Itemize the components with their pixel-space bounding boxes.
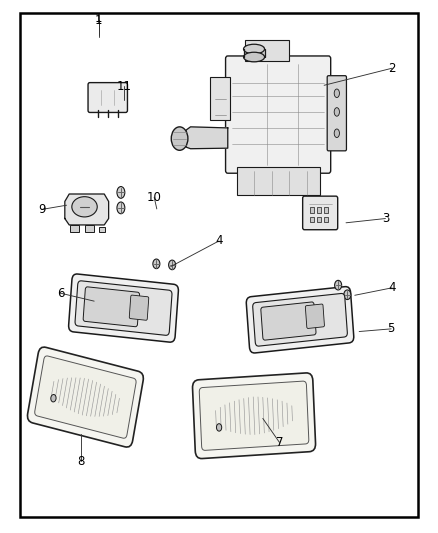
Bar	[99, 227, 105, 232]
Ellipse shape	[153, 259, 160, 269]
Bar	[210, 77, 230, 120]
Text: 7: 7	[276, 436, 283, 449]
Text: 6: 6	[57, 287, 64, 300]
Text: 2: 2	[388, 62, 396, 75]
Ellipse shape	[335, 280, 342, 290]
Text: 4: 4	[215, 235, 223, 247]
Bar	[324, 217, 328, 222]
Bar	[317, 207, 321, 213]
Ellipse shape	[171, 127, 188, 150]
FancyBboxPatch shape	[246, 287, 354, 353]
Ellipse shape	[344, 290, 351, 300]
Ellipse shape	[244, 52, 265, 62]
Bar	[324, 207, 328, 213]
Text: 11: 11	[117, 80, 131, 93]
Text: 3: 3	[382, 212, 389, 225]
Text: 1: 1	[95, 12, 102, 25]
Text: 8: 8	[78, 455, 85, 467]
Ellipse shape	[334, 129, 339, 138]
Ellipse shape	[72, 197, 97, 217]
Ellipse shape	[216, 424, 222, 431]
Ellipse shape	[334, 108, 339, 116]
Ellipse shape	[244, 44, 265, 54]
Bar	[317, 217, 321, 222]
FancyBboxPatch shape	[226, 56, 331, 173]
FancyBboxPatch shape	[327, 76, 346, 151]
FancyBboxPatch shape	[35, 356, 136, 438]
Bar	[237, 167, 320, 195]
FancyBboxPatch shape	[305, 304, 325, 328]
FancyBboxPatch shape	[69, 274, 178, 342]
Bar	[244, 46, 265, 60]
Text: 5: 5	[388, 322, 395, 335]
Ellipse shape	[169, 260, 176, 270]
Bar	[85, 225, 94, 232]
Text: 10: 10	[147, 191, 162, 204]
FancyBboxPatch shape	[88, 83, 127, 112]
Polygon shape	[186, 127, 228, 149]
Text: 4: 4	[388, 281, 396, 294]
FancyBboxPatch shape	[28, 347, 143, 447]
Bar	[310, 217, 314, 222]
FancyBboxPatch shape	[303, 196, 338, 230]
Ellipse shape	[117, 202, 125, 214]
Ellipse shape	[51, 394, 56, 402]
Ellipse shape	[117, 187, 125, 198]
FancyBboxPatch shape	[261, 302, 316, 340]
Polygon shape	[65, 194, 109, 225]
FancyBboxPatch shape	[193, 373, 315, 458]
Text: 9: 9	[38, 203, 46, 216]
Text: 1: 1	[95, 14, 102, 27]
Bar	[245, 40, 289, 61]
FancyBboxPatch shape	[75, 281, 172, 335]
FancyBboxPatch shape	[129, 295, 149, 320]
Bar	[70, 225, 79, 232]
FancyBboxPatch shape	[199, 381, 309, 450]
Bar	[310, 207, 314, 213]
FancyBboxPatch shape	[253, 294, 347, 346]
Ellipse shape	[334, 89, 339, 98]
FancyBboxPatch shape	[83, 287, 140, 327]
